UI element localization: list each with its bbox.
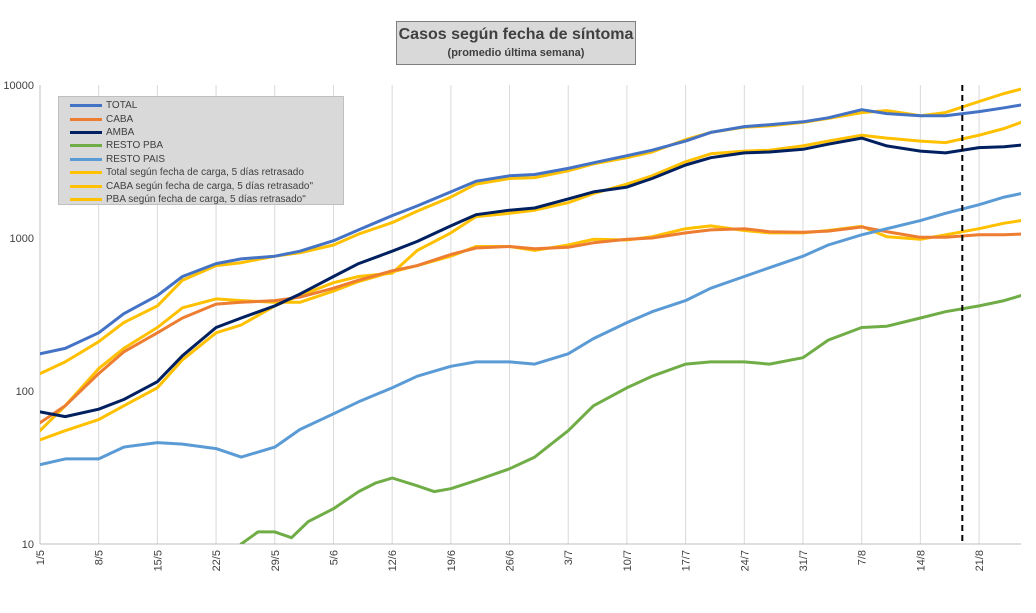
legend-item-resto-pba: RESTO PBA	[59, 139, 343, 152]
legend-item-total-carga: Total según fecha de carga, 5 días retra…	[59, 166, 343, 179]
x-tick-label: 15/5	[152, 550, 164, 571]
legend-item-caba-carga: CABA según fecha de carga, 5 días retras…	[59, 179, 343, 192]
legend-swatch	[70, 197, 102, 201]
legend-label: RESTO PBA	[106, 140, 164, 152]
x-tick-label: 14/8	[915, 550, 927, 571]
legend-label: CABA según fecha de carga, 5 días retras…	[106, 180, 314, 192]
chart-title-box: Casos según fecha de síntoma (promedio ú…	[396, 21, 636, 65]
y-tick-label: 1000	[10, 233, 34, 245]
x-tick-label: 12/6	[387, 550, 399, 571]
series-line-amba	[40, 136, 1021, 419]
x-tick-label: 24/7	[739, 550, 751, 571]
legend-swatch	[70, 144, 102, 148]
legend-swatch	[70, 117, 102, 121]
series-line-pba-seg-n-fecha-de-carga-5-d-as-retrasado	[40, 120, 1021, 442]
x-tick-label: 29/5	[270, 550, 282, 571]
legend: TOTAL CABA AMBA RESTO PBA RESTO PAIS Tot…	[58, 96, 344, 205]
y-tick-label: 10000	[3, 80, 34, 92]
legend-item-amba: AMBA	[59, 126, 343, 139]
legend-item-pba-carga: PBA según fecha de carga, 5 días retrasa…	[59, 193, 343, 206]
legend-label: RESTO PAIS	[106, 153, 166, 165]
legend-swatch	[70, 184, 102, 188]
y-tick-label: 10	[22, 539, 34, 551]
legend-swatch	[70, 171, 102, 175]
legend-swatch	[70, 157, 102, 161]
legend-label: AMBA	[106, 126, 135, 138]
x-tick-label: 17/7	[681, 550, 693, 571]
x-tick-label: 3/7	[563, 550, 575, 565]
legend-item-total: TOTAL	[59, 99, 343, 112]
legend-swatch	[70, 104, 102, 108]
legend-swatch	[70, 130, 102, 134]
x-tick-label: 19/6	[446, 550, 458, 571]
x-tick-label: 7/8	[857, 550, 869, 565]
x-tick-label: 31/7	[798, 550, 810, 571]
x-tick-label: 8/5	[94, 550, 106, 565]
y-tick-label: 100	[16, 386, 34, 398]
x-tick-label: 1/5	[35, 550, 47, 565]
legend-label: CABA	[106, 113, 134, 125]
legend-item-resto-pais: RESTO PAIS	[59, 153, 343, 166]
series-line-total	[40, 103, 1021, 356]
chart-title: Casos según fecha de síntoma	[398, 26, 634, 43]
x-tick-label: 22/5	[211, 550, 223, 571]
legend-item-caba: CABA	[59, 112, 343, 125]
series-line-resto-pais	[40, 192, 1021, 467]
x-tick-label: 10/7	[622, 550, 634, 571]
x-tick-label: 5/6	[328, 550, 340, 565]
legend-label: Total según fecha de carga, 5 días retra…	[106, 167, 304, 179]
series-line-caba	[40, 225, 1021, 425]
legend-label: TOTAL	[106, 100, 138, 112]
legend-label: PBA según fecha de carga, 5 días retrasa…	[106, 193, 306, 205]
series-line-resto-pba	[239, 294, 1021, 544]
chart-subtitle: (promedio última semana)	[447, 47, 585, 59]
x-tick-label: 21/8	[974, 550, 986, 571]
x-tick-label: 26/6	[505, 550, 517, 571]
